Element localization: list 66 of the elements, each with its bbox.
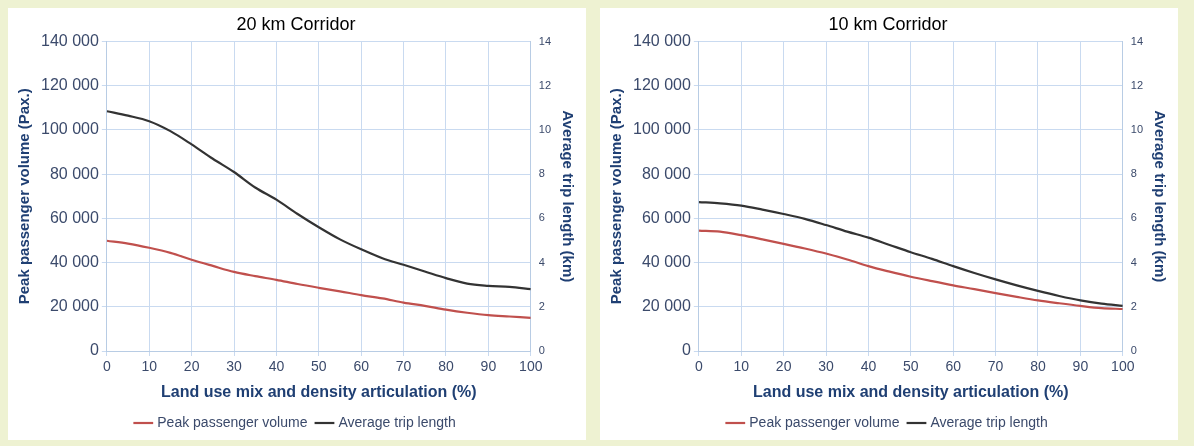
x-tick-label: 70 bbox=[987, 358, 1004, 375]
y-tick-label: 0 bbox=[681, 341, 691, 359]
y-tick-label: 40 000 bbox=[641, 253, 691, 271]
y2-tick-label: 10 bbox=[1130, 123, 1144, 136]
y-tick-label: 140 000 bbox=[632, 32, 691, 50]
x-tick-label: 50 bbox=[903, 358, 919, 375]
x-axis-title: Land use mix and density articulation (%) bbox=[753, 382, 1069, 400]
x-tick-label: 0 bbox=[102, 358, 111, 375]
y-tick-label: 140 000 bbox=[40, 32, 99, 50]
x-tick-label: 10 bbox=[141, 358, 158, 375]
y2-tick-label: 10 bbox=[538, 123, 552, 136]
y-tick-label: 80 000 bbox=[641, 164, 691, 182]
legend-label: Peak passenger volume bbox=[749, 413, 900, 430]
y2-tick-label: 14 bbox=[1130, 34, 1144, 47]
y2-tick-label: 12 bbox=[1130, 78, 1144, 91]
y-tick-label: 120 000 bbox=[40, 76, 99, 94]
x-tick-label: 90 bbox=[480, 358, 497, 375]
y2-tick-label: 14 bbox=[538, 34, 552, 47]
y2-axis-title: Average trip length (km) bbox=[559, 110, 577, 283]
y-tick-label: 0 bbox=[89, 341, 99, 359]
y2-tick-label: 6 bbox=[538, 211, 545, 224]
x-tick-label: 60 bbox=[945, 358, 962, 375]
x-tick-label: 10 bbox=[733, 358, 750, 375]
x-tick-label: 30 bbox=[226, 358, 243, 375]
y-tick-label: 40 000 bbox=[49, 253, 99, 271]
x-tick-label: 100 bbox=[1111, 358, 1135, 375]
y2-tick-label: 8 bbox=[1130, 167, 1137, 180]
y-tick-label: 60 000 bbox=[641, 208, 691, 226]
y2-tick-label: 6 bbox=[1130, 211, 1137, 224]
y2-tick-label: 4 bbox=[538, 255, 545, 268]
y2-tick-label: 0 bbox=[1130, 344, 1137, 357]
x-tick-label: 40 bbox=[860, 358, 877, 375]
y-tick-label: 20 000 bbox=[641, 297, 691, 315]
y2-tick-label: 2 bbox=[538, 299, 545, 312]
x-tick-label: 100 bbox=[519, 358, 543, 375]
x-tick-label: 40 bbox=[268, 358, 285, 375]
x-tick-label: 50 bbox=[311, 358, 327, 375]
y2-tick-label: 8 bbox=[538, 167, 545, 180]
legend-label: Average trip length bbox=[930, 413, 1048, 430]
x-tick-label: 80 bbox=[1030, 358, 1046, 375]
x-tick-label: 20 bbox=[183, 358, 200, 375]
x-tick-label: 60 bbox=[353, 358, 370, 375]
y2-tick-label: 0 bbox=[538, 344, 545, 357]
y-tick-label: 60 000 bbox=[49, 208, 99, 226]
x-tick-label: 70 bbox=[395, 358, 412, 375]
y2-axis-title: Average trip length (km) bbox=[1151, 110, 1169, 283]
x-tick-label: 20 bbox=[775, 358, 792, 375]
chart-title: 20 km Corridor bbox=[236, 13, 356, 34]
x-axis-title: Land use mix and density articulation (%) bbox=[161, 382, 477, 400]
y-tick-label: 80 000 bbox=[49, 164, 99, 182]
y-tick-label: 100 000 bbox=[40, 120, 99, 138]
y-tick-label: 100 000 bbox=[632, 120, 691, 138]
legend-label: Average trip length bbox=[338, 413, 456, 430]
x-tick-label: 90 bbox=[1072, 358, 1089, 375]
y-axis-title: Peak passenger volume (Pax.) bbox=[607, 88, 625, 305]
y-tick-label: 120 000 bbox=[632, 76, 691, 94]
y2-tick-label: 2 bbox=[1130, 299, 1137, 312]
y-tick-label: 20 000 bbox=[49, 297, 99, 315]
x-tick-label: 80 bbox=[438, 358, 454, 375]
x-tick-label: 30 bbox=[818, 358, 835, 375]
chart-title: 10 km Corridor bbox=[828, 13, 948, 34]
y2-tick-label: 12 bbox=[538, 78, 552, 91]
y2-tick-label: 4 bbox=[1130, 255, 1137, 268]
y-axis-title: Peak passenger volume (Pax.) bbox=[15, 88, 33, 305]
x-tick-label: 0 bbox=[694, 358, 703, 375]
legend-label: Peak passenger volume bbox=[157, 413, 308, 430]
